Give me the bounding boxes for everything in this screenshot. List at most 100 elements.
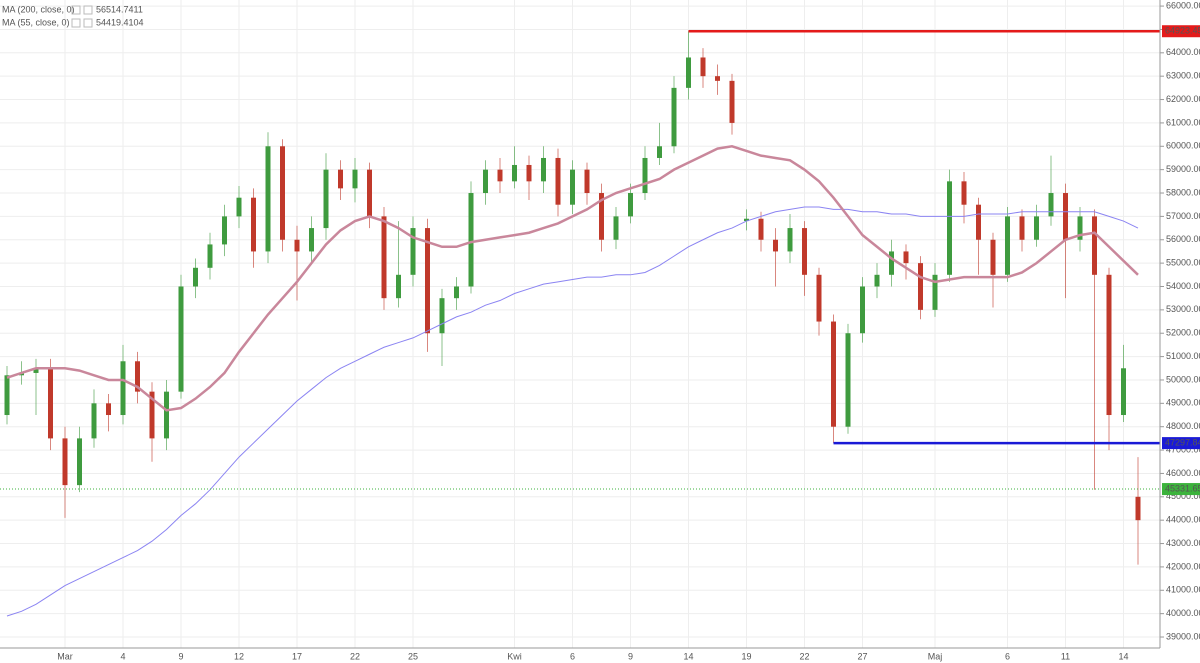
candle-body <box>106 403 111 416</box>
y-tick-label: 56000.00 <box>1166 234 1200 244</box>
candle-body <box>483 169 488 194</box>
candle-body <box>77 438 82 486</box>
candle-body <box>178 286 184 392</box>
candle-body <box>526 164 532 182</box>
legend-value: 54419.4104 <box>96 17 144 27</box>
candle-body <box>48 368 53 439</box>
candle-body <box>236 197 242 217</box>
candle-body <box>381 216 387 299</box>
candle-body <box>642 157 648 194</box>
candle-body <box>135 361 140 392</box>
x-tick-label: 14 <box>1118 651 1128 661</box>
level-label-box <box>1162 25 1200 38</box>
candle-body <box>1077 216 1083 240</box>
grid <box>0 0 1164 648</box>
moving-average-line <box>6 206 1139 617</box>
candle-body <box>1005 216 1010 275</box>
candle-body <box>816 274 822 322</box>
x-tick-label: 6 <box>570 651 575 661</box>
moving-average-line <box>6 145 1139 412</box>
candle-body <box>251 197 256 252</box>
y-tick-label: 51000.00 <box>1166 351 1200 361</box>
candle-body <box>454 286 459 299</box>
candle-body <box>1048 193 1054 217</box>
candle-body <box>584 169 590 194</box>
y-tick-label: 62000.00 <box>1166 94 1200 104</box>
x-tick-label: Mar <box>57 651 73 661</box>
legend-icon <box>71 5 81 15</box>
candle-body <box>309 228 314 252</box>
legend: MA (200, close, 0) 56514.7411 MA (55, clos… <box>2 4 144 28</box>
legend-label: MA (55, close, 0) <box>2 17 70 27</box>
candle-body <box>280 146 285 240</box>
candle-body <box>715 76 720 81</box>
x-tick-label: 25 <box>408 651 418 661</box>
legend-icon <box>83 5 93 15</box>
candle-body <box>599 193 604 240</box>
x-tick-label: 6 <box>1005 651 1010 661</box>
y-tick-label: 53000.00 <box>1166 304 1200 314</box>
candle-body <box>976 204 981 240</box>
y-tick-label: 63000.00 <box>1166 71 1200 81</box>
y-tick-label: 57000.00 <box>1166 211 1200 221</box>
y-tick-label: 59000.00 <box>1166 164 1200 174</box>
y-tick-label: 42000.00 <box>1166 561 1200 571</box>
y-tick-label: 60000.00 <box>1166 141 1200 151</box>
candle-body <box>410 228 416 275</box>
candle-body <box>439 298 445 334</box>
y-tick-label: 41000.00 <box>1166 585 1200 595</box>
candle-body <box>1034 216 1039 240</box>
candle-body <box>222 216 227 245</box>
level-label: 64923.45 <box>1165 26 1200 36</box>
candle-body <box>570 169 575 205</box>
level-label: 45331.65 <box>1165 483 1200 493</box>
x-tick-label: 12 <box>234 651 244 661</box>
candle-body <box>323 169 329 229</box>
candle-body <box>149 391 155 439</box>
y-tick-label: 50000.00 <box>1166 374 1200 384</box>
candle-body <box>512 164 517 182</box>
candle-body <box>918 263 923 310</box>
level-label-box <box>1162 483 1200 496</box>
y-tick-label: 43000.00 <box>1166 538 1200 548</box>
candle-body <box>874 274 880 287</box>
candle-body <box>1063 193 1068 240</box>
candle-body <box>541 157 546 182</box>
x-tick-label: 22 <box>799 651 809 661</box>
candle-body <box>961 181 967 205</box>
candle-body <box>468 193 474 287</box>
candle-body <box>845 333 851 427</box>
legend-icon <box>83 18 93 28</box>
candle-body <box>265 146 271 252</box>
y-tick-label: 52000.00 <box>1166 328 1200 338</box>
x-tick-label: 14 <box>683 651 693 661</box>
x-tick-label: 9 <box>178 651 183 661</box>
candle-body <box>802 228 807 275</box>
candle-body <box>1135 496 1141 521</box>
candle-body <box>744 218 749 222</box>
candle-body <box>1106 274 1112 416</box>
y-tick-label: 47000.00 <box>1166 444 1200 454</box>
candle-body <box>1019 216 1025 240</box>
y-tick-label: 44000.00 <box>1166 515 1200 525</box>
candle-body <box>831 321 836 427</box>
y-tick-label: 54000.00 <box>1166 281 1200 291</box>
y-tick-label: 61000.00 <box>1166 117 1200 127</box>
candle-body <box>555 157 561 205</box>
candle-body <box>773 239 778 252</box>
candle-body <box>686 57 691 88</box>
x-tick-label: 11 <box>1061 651 1070 661</box>
candle-body <box>367 169 372 217</box>
candle-body <box>338 169 343 189</box>
candle-body <box>164 391 169 439</box>
x-tick-label: Maj <box>928 651 943 661</box>
y-tick-label: 55000.00 <box>1166 258 1200 268</box>
candle-body <box>193 267 198 287</box>
candle-body <box>932 274 938 310</box>
legend-value: 56514.7411 <box>96 4 143 14</box>
y-tick-label: 49000.00 <box>1166 398 1200 408</box>
candle-body <box>729 80 735 123</box>
x-tick-label: 4 <box>120 651 125 661</box>
